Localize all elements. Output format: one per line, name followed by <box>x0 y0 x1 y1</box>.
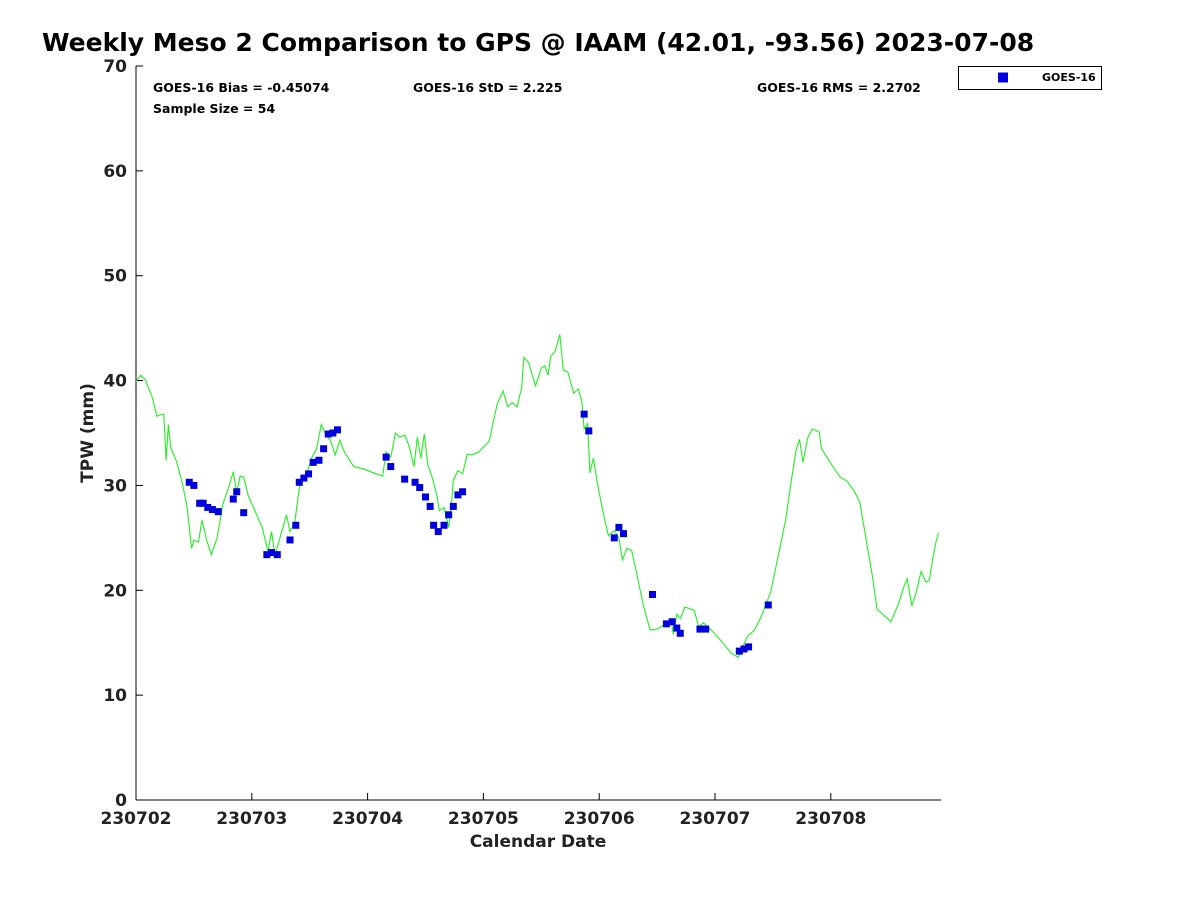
bias-stat: GOES-16 Bias = -0.45074 <box>153 80 330 95</box>
goes16-point <box>273 551 281 559</box>
goes16-point <box>320 445 328 453</box>
goes16-point <box>620 530 628 538</box>
y-tick-label: 70 <box>103 57 127 77</box>
goes16-point <box>387 463 395 471</box>
goes16-point <box>702 625 710 633</box>
goes16-point <box>199 499 207 507</box>
goes16-point <box>676 629 684 637</box>
legend: GOES-16 <box>958 66 1102 90</box>
goes16-point <box>440 521 448 529</box>
goes16-point <box>229 495 237 503</box>
y-tick-label: 30 <box>103 476 127 496</box>
y-tick-label: 60 <box>103 162 127 182</box>
goes16-point <box>745 643 753 651</box>
goes16-point <box>615 523 623 531</box>
goes16-point <box>315 456 323 464</box>
goes16-point <box>696 625 704 633</box>
x-axis-label: Calendar Date <box>470 832 607 852</box>
x-tick-label: 230708 <box>795 809 866 829</box>
goes16-point <box>329 429 337 437</box>
y-axis-label: TPW (mm) <box>78 383 98 483</box>
goes16-point <box>426 502 434 510</box>
goes16-point <box>401 475 409 483</box>
legend-box <box>958 66 1102 90</box>
goes16-point <box>333 426 341 434</box>
goes16-point <box>662 620 670 628</box>
x-tick-label: 230704 <box>332 809 403 829</box>
legend-label-goes16: GOES-16 <box>1042 71 1096 84</box>
goes16-point <box>263 551 271 559</box>
goes16-point <box>295 478 303 486</box>
goes16-point <box>292 521 300 529</box>
goes16-point <box>764 601 772 609</box>
goes16-point <box>445 511 453 519</box>
goes16-point <box>324 430 332 438</box>
goes16-point <box>382 453 390 461</box>
goes16-point <box>610 534 618 542</box>
goes16-point <box>434 528 442 536</box>
goes16-point <box>735 647 743 655</box>
axes: 0 10 20 30 40 50 60 70 230702 230703 230704 230705 2… <box>101 57 941 829</box>
gps-line-series <box>135 334 940 659</box>
goes16-point <box>422 493 429 501</box>
goes16-scatter-series <box>185 410 772 655</box>
goes16-point <box>585 427 593 435</box>
goes16-point <box>580 410 588 418</box>
goes16-point <box>208 506 216 514</box>
goes16-point <box>286 536 294 544</box>
goes16-point <box>668 618 676 626</box>
y-tick-label: 50 <box>103 267 127 287</box>
goes16-point <box>305 470 313 478</box>
legend-marker-goes16 <box>998 72 1008 83</box>
goes16-point <box>673 624 681 632</box>
y-tick-label: 10 <box>103 686 127 706</box>
y-tick-label: 40 <box>103 372 127 392</box>
sample-size-stat: Sample Size = 54 <box>153 101 275 116</box>
x-tick-label: 230707 <box>680 809 751 829</box>
goes16-point <box>185 478 193 486</box>
goes16-point <box>411 478 419 486</box>
y-tick-label: 0 <box>115 791 127 811</box>
goes16-point <box>233 488 241 496</box>
goes16-point <box>267 549 275 557</box>
y-tick-label: 20 <box>103 581 127 601</box>
goes16-point <box>309 458 317 466</box>
goes16-point <box>204 503 212 511</box>
x-tick-label: 230706 <box>564 809 635 829</box>
chart-title: Weekly Meso 2 Comparison to GPS @ IAAM (… <box>42 28 1035 57</box>
goes16-point <box>416 484 424 492</box>
goes16-point <box>454 491 462 499</box>
x-tick-label: 230703 <box>216 809 287 829</box>
goes16-point <box>214 508 222 516</box>
goes16-point <box>459 488 467 496</box>
goes16-point <box>648 590 656 598</box>
goes16-point <box>740 645 748 653</box>
x-tick-label: 230702 <box>101 809 172 829</box>
std-stat: GOES-16 StD = 2.225 <box>413 80 562 95</box>
x-tick-label: 230705 <box>448 809 519 829</box>
goes16-point <box>430 521 438 529</box>
goes16-point <box>300 474 308 482</box>
goes16-point <box>449 502 457 510</box>
goes16-point <box>190 481 198 489</box>
gps-series-line <box>135 334 940 659</box>
goes16-point <box>240 509 248 517</box>
rms-stat: GOES-16 RMS = 2.2702 <box>757 80 921 95</box>
